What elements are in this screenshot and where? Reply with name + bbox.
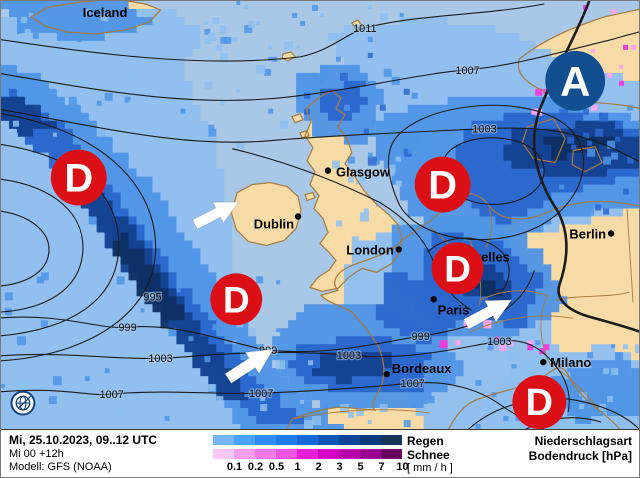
- scale-tick: 1: [294, 461, 301, 473]
- snow-scale-label: Schnee: [407, 448, 450, 462]
- scale-tick: 7: [378, 461, 385, 473]
- isobar-label: 1003: [487, 336, 511, 348]
- rain-scale-step: [234, 435, 255, 445]
- motion-arrows: [191, 201, 513, 385]
- model-name-label: Modell: GFS (NOAA): [9, 461, 112, 473]
- precip-noise: [1, 1, 639, 429]
- pressure-centers: D D D D D A: [50, 50, 606, 429]
- precip-type-title: Niederschlagsart: [534, 434, 632, 448]
- city-dot-paris: [430, 296, 437, 303]
- city-dot-london: [395, 246, 402, 253]
- valid-time-label: Mi, 25.10.2023, 09..12 UTC: [9, 433, 158, 447]
- isobar-label: 1003: [148, 353, 172, 365]
- isobar-label: 1007: [249, 388, 273, 400]
- snow-scale-step: [213, 449, 234, 459]
- arrow-icon: [191, 201, 240, 230]
- rain-color-scale: [213, 435, 402, 445]
- snow-scale-step: [276, 449, 297, 459]
- isobar-label: 1007: [99, 389, 123, 401]
- rain-scale-step: [318, 435, 339, 445]
- rain-scale-step: [381, 435, 402, 445]
- isobar-label: 1007: [455, 65, 479, 77]
- isobar-label: 1011: [353, 23, 377, 35]
- low-pressure-symbol: D: [431, 242, 484, 295]
- city-dot-milano: [540, 358, 547, 366]
- svg-text:D: D: [223, 279, 250, 320]
- city-label-bordeaux: Bordeaux: [392, 361, 453, 376]
- city-label-dublin: Dublin: [254, 216, 294, 231]
- snow-scale-step: [318, 449, 339, 459]
- rain-scale-step: [339, 435, 360, 445]
- scale-tick: 3: [336, 461, 343, 473]
- svg-text:D: D: [428, 164, 457, 208]
- city-label-milano: Milano: [550, 355, 591, 370]
- scale-tick: 5: [357, 461, 364, 473]
- precipitation-pressure-map: 1011 1007 1003 995 999 999 1003 1003 999…: [1, 1, 639, 429]
- scale-tick: 10: [396, 461, 409, 473]
- unit-label: [ mm / h ]: [407, 462, 453, 474]
- scale-tick: 0.2: [247, 461, 264, 473]
- snow-scale-step: [339, 449, 360, 459]
- arrow-icon: [224, 348, 275, 385]
- snow-scale-step: [360, 449, 381, 459]
- rain-scale-label: Regen: [407, 434, 444, 448]
- rain-scale-step: [213, 435, 234, 445]
- isobar-label: 995: [143, 291, 161, 303]
- globe-logo: [10, 390, 36, 416]
- scale-tick: 0.5: [268, 461, 285, 473]
- isobar-label: 1007: [401, 378, 425, 390]
- isobar-label: 999: [118, 322, 136, 334]
- scale-tick: 0.1: [226, 461, 243, 473]
- svg-text:A: A: [560, 58, 590, 105]
- low-pressure-symbol: D: [210, 273, 263, 326]
- rain-scale-step: [255, 435, 276, 445]
- scale-tick: 2: [315, 461, 322, 473]
- rain-scale-step: [360, 435, 381, 445]
- coastline-borders-layer: [29, 1, 639, 429]
- snow-scale-step: [381, 449, 402, 459]
- city-label-london: London: [346, 242, 394, 257]
- city-dot-dublin: [294, 213, 302, 220]
- high-pressure-symbol: A: [545, 50, 606, 111]
- city-labels: Iceland Glasgow Dublin London Bruxelles …: [83, 5, 615, 378]
- low-pressure-symbol: D: [50, 149, 107, 206]
- pressure-title: Bodendruck [hPa]: [528, 449, 632, 463]
- city-dot-glasgow: [324, 167, 332, 174]
- isobar-layer: [1, 1, 639, 429]
- city-label-glasgow: Glasgow: [336, 165, 391, 180]
- scale-tick-labels: 0.1 0.2 0.5 1 2 3 5 7 10: [224, 461, 424, 473]
- isobar-label: 1003: [337, 350, 361, 362]
- isobar-label: 999: [412, 331, 430, 343]
- isobar-label: 1003: [472, 124, 496, 136]
- snow-scale-step: [297, 449, 318, 459]
- legend-bar: Mi, 25.10.2023, 09..12 UTC Mi 00 +12h Mo…: [1, 429, 639, 477]
- city-dot-bordeaux: [383, 370, 390, 378]
- region-label-iceland: Iceland: [83, 5, 128, 20]
- city-label-paris: Paris: [438, 302, 470, 317]
- rain-scale-step: [276, 435, 297, 445]
- model-run-label: Mi 00 +12h: [9, 448, 64, 460]
- city-dot-berlin: [607, 230, 615, 237]
- map-canvas: 1011 1007 1003 995 999 999 1003 1003 999…: [1, 1, 639, 429]
- snow-color-scale: [213, 449, 402, 459]
- arrow-icon: [462, 299, 513, 330]
- city-label-berlin: Berlin: [569, 226, 606, 241]
- low-pressure-symbol: D: [414, 156, 471, 213]
- snow-scale-step: [234, 449, 255, 459]
- rain-scale-step: [297, 435, 318, 445]
- isobar-labels: 1011 1007 1003 995 999 999 1003 1003 999…: [98, 22, 513, 403]
- svg-text:D: D: [526, 382, 553, 424]
- low-pressure-symbol: D: [512, 375, 567, 429]
- svg-text:D: D: [444, 248, 471, 289]
- svg-text:D: D: [64, 157, 93, 201]
- precipitation-layer: [1, 1, 639, 429]
- snow-scale-step: [255, 449, 276, 459]
